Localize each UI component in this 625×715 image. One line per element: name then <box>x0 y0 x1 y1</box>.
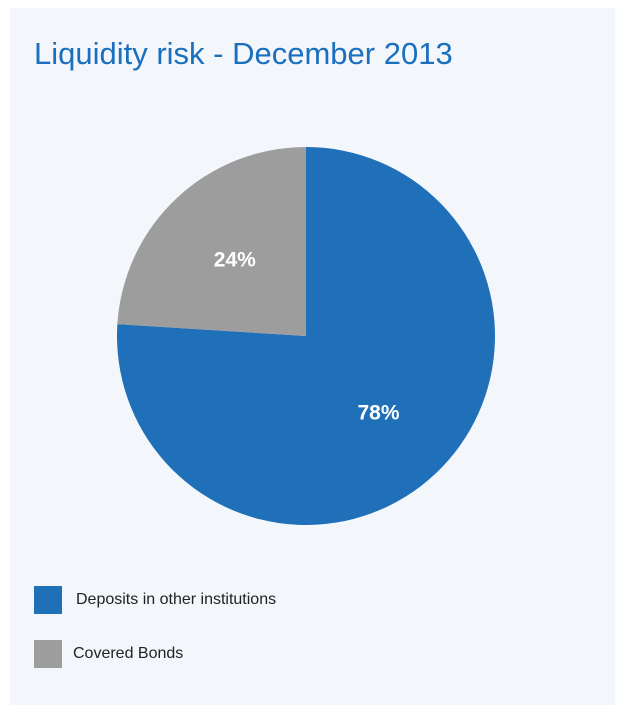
pie-slice-labels: 78% 24% <box>214 249 400 425</box>
pie-slices <box>116 147 495 525</box>
legend-label-deposits: Deposits in other institutions <box>76 591 277 608</box>
pie-slice-label-deposits: 78% <box>357 402 399 425</box>
pie-slice-label-covered-bonds: 24% <box>214 249 256 272</box>
pie-slice-covered-bonds <box>117 147 307 336</box>
legend-label-covered-bonds: Covered Bonds <box>73 645 184 662</box>
pie-chart: 78% 24% <box>116 147 495 525</box>
chart-title: Liquidity risk - December 2013 <box>34 36 453 71</box>
chart-panel: Liquidity risk - December 2013 78% 24% De… <box>10 8 615 705</box>
legend-swatch-covered-bonds <box>34 640 62 668</box>
legend-swatch-deposits <box>34 586 62 614</box>
pie-slice-deposits <box>116 147 495 525</box>
